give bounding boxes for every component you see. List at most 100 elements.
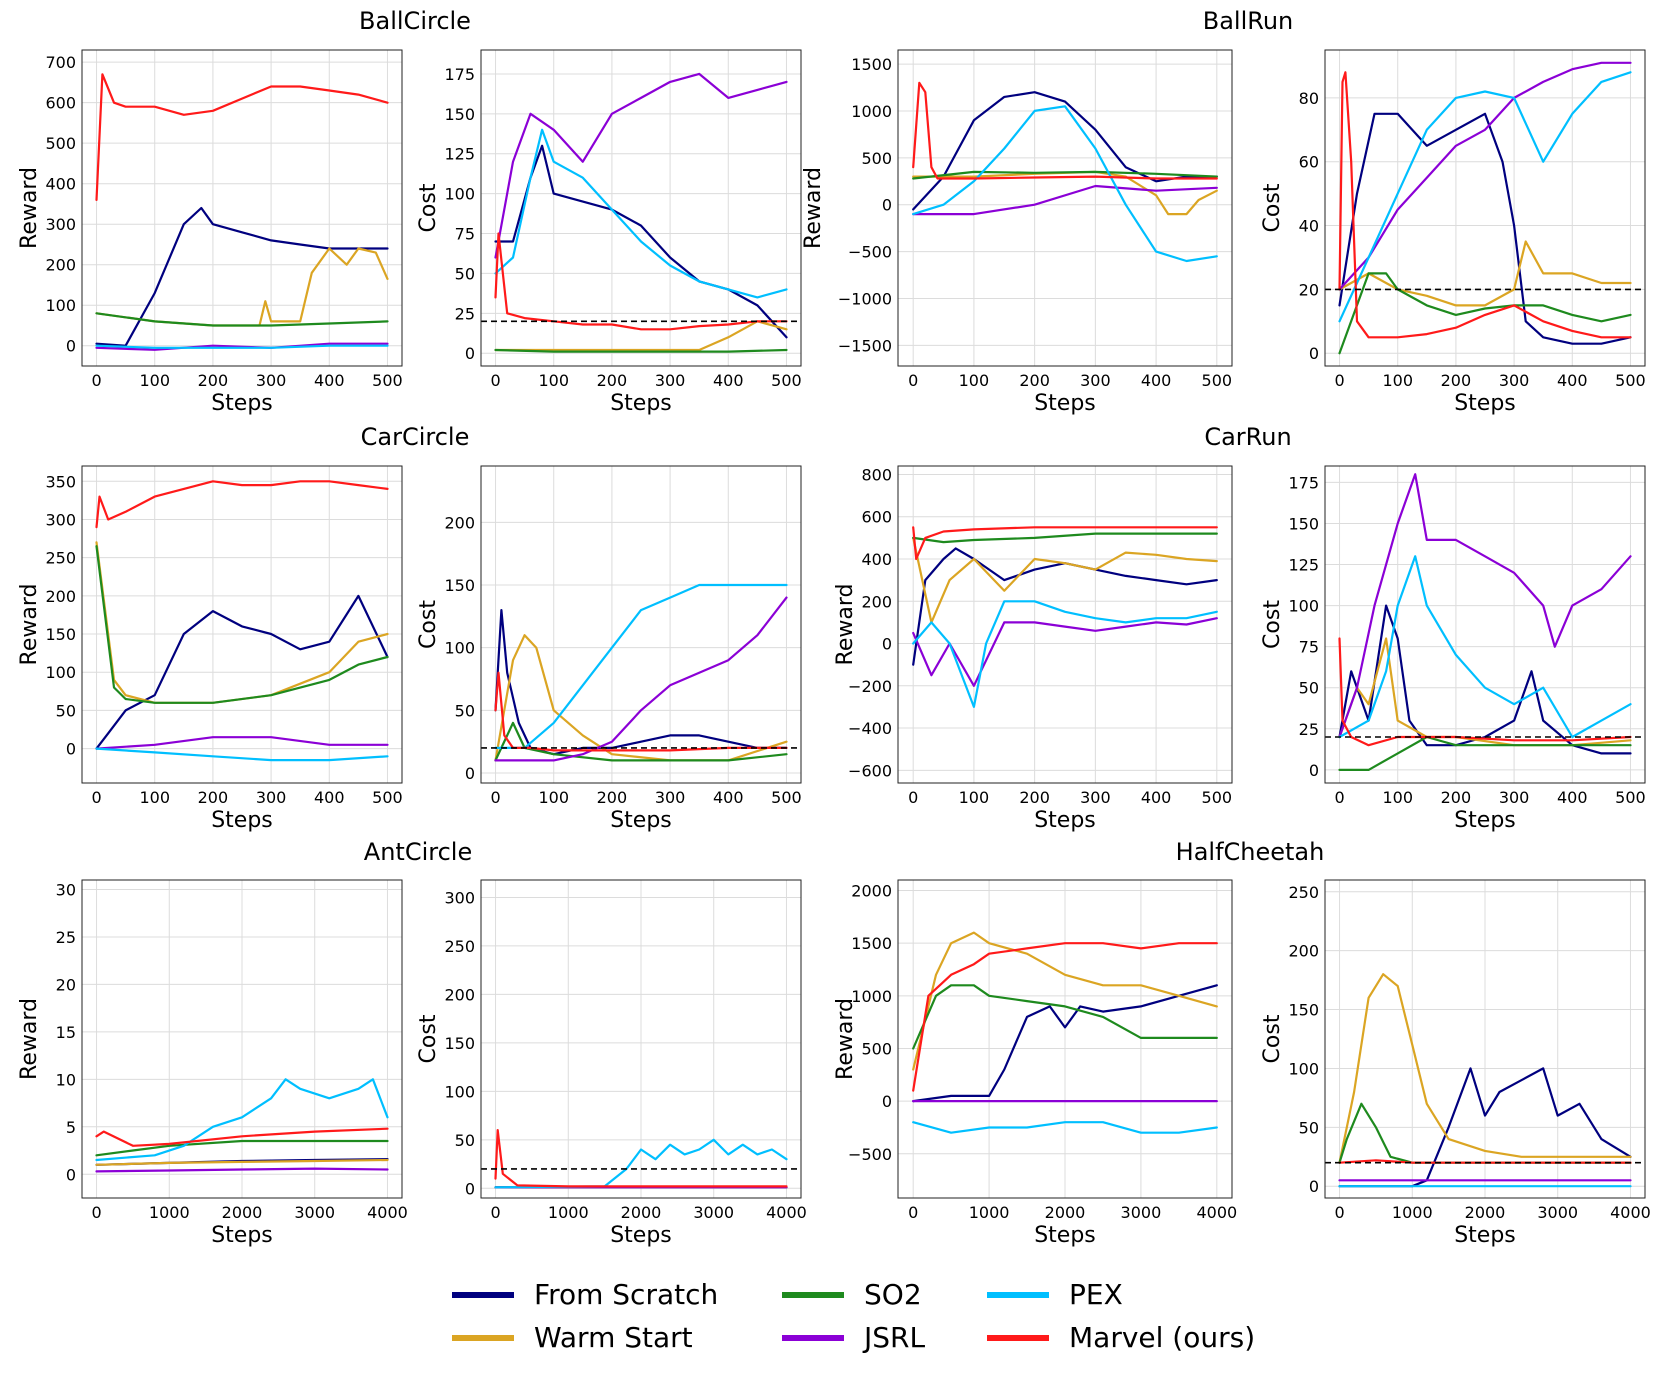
chart-5-plot-area bbox=[481, 583, 801, 762]
chart-4-y-tick-label: 250 bbox=[45, 549, 76, 568]
chart-8-x-tick-label: 2000 bbox=[222, 1203, 263, 1222]
chart-11-y-tick-label: 250 bbox=[1288, 883, 1319, 902]
chart-9-plot-area bbox=[481, 1128, 801, 1189]
chart-11-y-tick-label: 0 bbox=[1309, 1177, 1319, 1196]
chart-8-series-jsrl bbox=[95, 1167, 389, 1173]
chart-10-series-from-scratch bbox=[912, 984, 1218, 1103]
chart-9-x-axis-label: Steps bbox=[610, 1223, 672, 1248]
chart-2-title: BallRun bbox=[1203, 7, 1294, 35]
chart-2-y-axis-label: Reward bbox=[801, 167, 826, 249]
chart-7-y-tick-label: 75 bbox=[1299, 638, 1319, 657]
chart-10-y-tick-label: 0 bbox=[882, 1092, 892, 1111]
chart-10-series-marvel-ours bbox=[912, 942, 1218, 1092]
legend-entry-from-scratch: From Scratch bbox=[452, 1278, 718, 1311]
chart-3-x-tick-label: 300 bbox=[1499, 371, 1530, 390]
chart-8-y-tick-label: 10 bbox=[56, 1070, 76, 1089]
chart-4-x-tick-label: 200 bbox=[198, 788, 229, 807]
legend-entry-warm-start: Warm Start bbox=[452, 1321, 693, 1354]
chart-9-y-tick-label: 50 bbox=[455, 1131, 475, 1150]
chart-2-x-tick-label: 0 bbox=[908, 371, 918, 390]
chart-0-y-tick-label: 500 bbox=[45, 134, 76, 153]
chart-0-x-tick-label: 500 bbox=[372, 371, 403, 390]
chart-2-x-tick-label: 500 bbox=[1202, 371, 1233, 390]
chart-3-plot-area bbox=[1325, 61, 1645, 355]
chart-2-series-pex bbox=[912, 105, 1218, 263]
chart-7-y-axis-label: Cost bbox=[1260, 600, 1285, 649]
chart-9-series-pex bbox=[494, 1138, 788, 1189]
chart-6-plot-area bbox=[912, 526, 1218, 709]
chart-3-y-tick-label: 40 bbox=[1299, 217, 1319, 236]
chart-3-x-tick-label: 200 bbox=[1441, 371, 1472, 390]
chart-9-x-tick-label: 0 bbox=[490, 1203, 500, 1222]
chart-7-x-tick-label: 0 bbox=[1334, 788, 1344, 807]
chart-4-x-tick-label: 500 bbox=[372, 788, 403, 807]
legend-label-jsrl: JSRL bbox=[862, 1321, 925, 1354]
chart-3-series-warm-start bbox=[1338, 240, 1632, 307]
legend-entry-jsrl: JSRL bbox=[782, 1321, 925, 1354]
chart-7-y-tick-label: 25 bbox=[1299, 720, 1319, 739]
chart-1-x-tick-label: 200 bbox=[597, 371, 628, 390]
chart-8-x-axis-label: Steps bbox=[211, 1223, 273, 1248]
chart-9-y-tick-label: 0 bbox=[465, 1179, 475, 1198]
chart-5-x-tick-label: 100 bbox=[538, 788, 569, 807]
chart-5-x-tick-label: 200 bbox=[597, 788, 628, 807]
chart-0-title: BallCircle bbox=[359, 7, 471, 35]
chart-2-x-tick-label: 100 bbox=[959, 371, 990, 390]
chart-11-plot-area bbox=[1325, 973, 1645, 1188]
chart-3-series-pex bbox=[1338, 71, 1632, 323]
chart-7-x-tick-label: 200 bbox=[1441, 788, 1472, 807]
chart-6-y-tick-label: 400 bbox=[861, 550, 892, 569]
chart-1-y-tick-label: 25 bbox=[455, 304, 475, 323]
chart-8-y-tick-label: 25 bbox=[56, 928, 76, 947]
chart-8-x-tick-label: 4000 bbox=[367, 1203, 408, 1222]
chart-6-x-tick-label: 300 bbox=[1080, 788, 1111, 807]
chart-4-y-tick-label: 200 bbox=[45, 587, 76, 606]
chart-1-y-tick-label: 0 bbox=[465, 344, 475, 363]
chart-6-series-from-scratch bbox=[912, 547, 1218, 666]
chart-6-carrun-reward: 0 100 200 300 400 500 −600 −400 −200 0 200 400 600 80… bbox=[833, 423, 1292, 833]
chart-4-x-tick-label: 0 bbox=[91, 788, 101, 807]
chart-11-halfcheetah-cost: 0 1000 2000 3000 4000 0 50 100 150 200 250 Steps Cos… bbox=[1260, 879, 1651, 1248]
chart-10-x-axis-label: Steps bbox=[1034, 1223, 1096, 1248]
chart-7-y-tick-label: 0 bbox=[1309, 761, 1319, 780]
legend-label-from-scratch: From Scratch bbox=[534, 1278, 718, 1311]
chart-5-y-tick-label: 100 bbox=[444, 639, 475, 658]
chart-10-x-tick-label: 0 bbox=[908, 1203, 918, 1222]
legend-label-pex: PEX bbox=[1069, 1278, 1123, 1311]
chart-10-x-tick-label: 4000 bbox=[1196, 1203, 1237, 1222]
chart-7-plot-area bbox=[1325, 473, 1645, 772]
chart-7-x-tick-label: 400 bbox=[1557, 788, 1588, 807]
chart-4-carcircle-reward: 0 100 200 300 400 500 0 50 100 150 200 250 300 350 Ste… bbox=[17, 423, 469, 833]
chart-8-x-tick-label: 3000 bbox=[294, 1203, 335, 1222]
chart-3-series-jsrl bbox=[1338, 61, 1632, 291]
chart-11-y-tick-label: 150 bbox=[1288, 1001, 1319, 1020]
chart-0-y-tick-label: 100 bbox=[45, 296, 76, 315]
chart-3-x-axis-label: Steps bbox=[1454, 391, 1516, 416]
chart-0-y-tick-label: 400 bbox=[45, 175, 76, 194]
chart-8-series-marvel-ours bbox=[95, 1127, 389, 1147]
chart-7-y-tick-label: 50 bbox=[1299, 679, 1319, 698]
chart-9-x-tick-label: 3000 bbox=[693, 1203, 734, 1222]
chart-4-y-tick-label: 0 bbox=[66, 740, 76, 759]
chart-0-y-tick-label: 200 bbox=[45, 256, 76, 275]
chart-6-y-tick-label: −200 bbox=[848, 677, 892, 696]
chart-6-y-tick-label: 200 bbox=[861, 592, 892, 611]
chart-0-x-tick-label: 100 bbox=[139, 371, 170, 390]
chart-7-series-jsrl bbox=[1338, 473, 1632, 739]
chart-10-plot-area bbox=[912, 931, 1218, 1134]
chart-6-series-warm-start bbox=[912, 536, 1218, 624]
chart-10-halfcheetah-reward: 0 1000 2000 3000 4000−5000500100015002000Ste… bbox=[833, 838, 1324, 1248]
chart-7-series-pex bbox=[1338, 555, 1632, 739]
chart-10-series-warm-start bbox=[912, 931, 1218, 1071]
chart-4-series-warm-start bbox=[95, 541, 389, 704]
chart-10-y-tick-label: 2000 bbox=[851, 882, 892, 901]
legend-label-warm-start: Warm Start bbox=[534, 1321, 693, 1354]
chart-2-frame bbox=[897, 49, 1233, 367]
chart-2-y-tick-label: 1500 bbox=[851, 55, 892, 74]
chart-0-series-marvel-ours bbox=[95, 73, 389, 201]
legend-entry-pex: PEX bbox=[987, 1278, 1123, 1311]
chart-2-y-tick-label: −1500 bbox=[838, 336, 892, 355]
chart-3-x-tick-label: 500 bbox=[1615, 371, 1646, 390]
chart-4-y-tick-label: 300 bbox=[45, 510, 76, 529]
